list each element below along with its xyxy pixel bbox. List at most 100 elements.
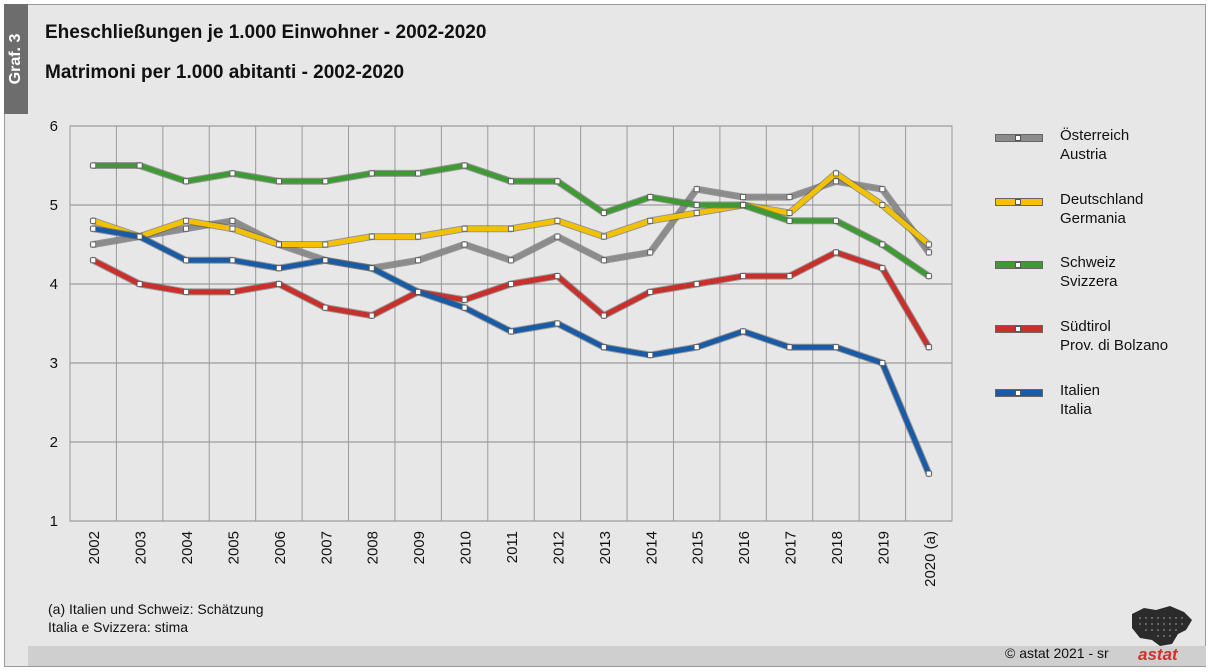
data-point	[833, 217, 839, 224]
data-point	[275, 178, 282, 185]
x-tick-label: 2011	[504, 531, 521, 563]
bottom-bar	[28, 646, 1206, 666]
legend-marker	[1015, 262, 1021, 268]
legend-marker	[1015, 199, 1021, 205]
legend-label-italian: Prov. di Bolzano	[1060, 337, 1169, 354]
x-tick-label: 2003	[133, 531, 150, 564]
graph-number-tag: Graf. 3	[4, 4, 28, 114]
data-point	[275, 281, 282, 287]
data-point	[508, 178, 514, 185]
data-point	[415, 233, 422, 240]
data-point	[229, 170, 236, 177]
data-point	[693, 281, 700, 287]
data-point	[229, 217, 236, 224]
legend-marker	[1015, 390, 1021, 396]
x-tick-label: 2020 (a)	[922, 531, 939, 587]
data-point	[925, 273, 932, 280]
x-tick-label: 2019	[875, 531, 892, 564]
data-point	[554, 217, 561, 224]
data-point	[322, 257, 329, 264]
data-point	[833, 170, 839, 177]
data-point	[229, 225, 236, 232]
data-point	[786, 273, 793, 280]
data-point	[368, 312, 375, 319]
data-point	[183, 288, 189, 295]
x-tick-label: 2006	[272, 531, 289, 564]
x-tick-label: 2002	[86, 531, 103, 564]
data-point	[322, 178, 329, 185]
data-point	[554, 178, 561, 185]
data-point	[647, 194, 654, 201]
legend-label-italian: Austria	[1060, 146, 1107, 163]
data-point	[461, 241, 468, 248]
data-point	[693, 202, 700, 208]
data-point	[740, 202, 747, 208]
legend-label-german: Italien	[1060, 382, 1101, 399]
data-point	[740, 328, 747, 335]
x-tick-label: 2013	[597, 531, 614, 564]
data-point	[925, 470, 932, 477]
legend-label-italian: Germania	[1060, 210, 1126, 227]
y-tick-label: 5	[50, 197, 58, 214]
data-point	[229, 288, 236, 295]
data-point	[322, 241, 329, 248]
data-point	[275, 265, 282, 272]
data-point	[693, 209, 700, 216]
x-tick-label: 2016	[736, 531, 753, 564]
data-point	[275, 241, 282, 248]
data-point	[833, 249, 839, 256]
data-point	[322, 304, 329, 311]
y-tick-label: 4	[50, 276, 58, 293]
legend-label-italian: Italia	[1060, 401, 1092, 418]
data-point	[508, 281, 514, 287]
copyright-text: © astat 2021 - sr	[1005, 645, 1109, 661]
data-point	[136, 162, 143, 169]
data-point	[183, 225, 189, 232]
legend-label: Österreich Austria	[1060, 126, 1129, 164]
data-point	[554, 273, 561, 280]
data-point	[740, 273, 747, 280]
data-point	[368, 233, 375, 240]
legend-swatch	[996, 135, 1042, 141]
data-point	[879, 241, 886, 248]
legend-label-german: Schweiz	[1060, 254, 1116, 271]
data-point	[554, 233, 561, 240]
legend-swatch	[996, 326, 1042, 332]
legend-label: Südtirol Prov. di Bolzano	[1060, 317, 1168, 355]
data-point	[183, 257, 189, 264]
data-point	[90, 225, 97, 232]
data-point	[183, 217, 189, 224]
x-tick-label: 2005	[225, 531, 242, 564]
footnote: (a) Italien und Schweiz: Schätzung Itali…	[48, 600, 264, 636]
data-point	[461, 162, 468, 169]
data-point	[693, 186, 700, 193]
legend-label-italian: Svizzera	[1060, 273, 1118, 290]
x-tick-label: 2004	[179, 531, 196, 564]
data-point	[647, 352, 654, 359]
data-point	[786, 344, 793, 351]
data-point	[879, 202, 886, 208]
x-tick-label: 2014	[643, 531, 660, 564]
data-point	[461, 225, 468, 232]
data-point	[600, 257, 607, 264]
data-point	[461, 296, 468, 303]
legend-swatch	[996, 199, 1042, 205]
data-point	[925, 249, 932, 256]
x-tick-label: 2007	[318, 531, 335, 564]
data-point	[786, 194, 793, 201]
data-point	[925, 344, 932, 351]
legend-label-german: Südtirol	[1060, 318, 1111, 335]
data-point	[693, 344, 700, 351]
data-point	[415, 288, 422, 295]
data-point	[600, 209, 607, 216]
legend-marker	[1015, 135, 1021, 141]
data-point	[647, 217, 654, 224]
y-tick-label: 3	[50, 355, 58, 372]
x-tick-label: 2008	[365, 531, 382, 564]
footnote-line-german: (a) Italien und Schweiz: Schätzung	[48, 601, 264, 617]
data-point	[415, 257, 422, 264]
x-tick-label: 2009	[411, 531, 428, 564]
y-tick-label: 1	[50, 513, 58, 530]
data-point	[183, 178, 189, 185]
